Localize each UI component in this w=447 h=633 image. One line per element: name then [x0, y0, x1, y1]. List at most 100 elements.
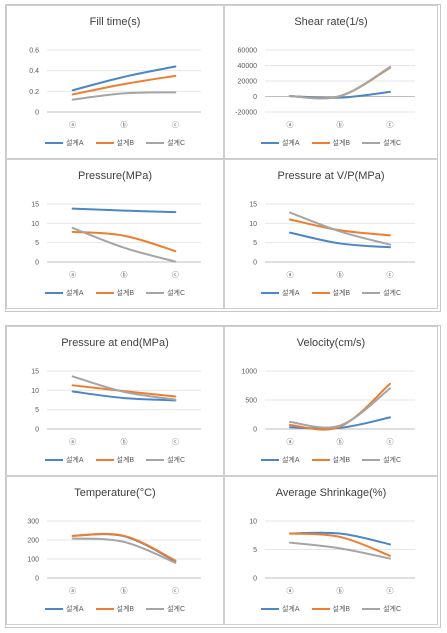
chart-title: Fill time(s): [89, 16, 141, 28]
legend-label: 설계C: [383, 140, 402, 147]
plot-area: 0 500 1000 ⓐ ⓑ ⓒ: [241, 369, 415, 446]
x-tick-label: ⓒ: [387, 271, 394, 279]
legend-label: 설계A: [281, 457, 300, 464]
x-tick-label: ⓒ: [387, 121, 394, 129]
legend-label: 설계A: [65, 290, 84, 297]
legend-label: 설계C: [383, 290, 402, 297]
y-tick-label: 5: [35, 407, 39, 414]
legend-swatch: [95, 459, 114, 462]
series-line-1: [71, 65, 177, 92]
series-line-3: [71, 537, 177, 564]
y-tick-label: 0: [253, 427, 257, 434]
y-tick-label: 40000: [238, 63, 258, 70]
legend-swatch: [44, 292, 63, 295]
y-tick-label: 1000: [241, 369, 257, 376]
legend-label: 설계C: [383, 606, 402, 613]
series-line-3: [289, 387, 391, 429]
legend-label: 설계C: [383, 457, 402, 464]
x-tick-label: ⓑ: [337, 438, 344, 446]
y-tick-label: 5: [253, 547, 257, 554]
y-tick-label: 15: [249, 202, 257, 209]
series-line-2: [289, 382, 391, 431]
y-tick-label: 10: [31, 388, 39, 395]
legend-item: 설계A: [44, 138, 84, 148]
y-tick-label: 20000: [238, 79, 258, 86]
legend-item: 설계B: [311, 604, 351, 614]
series-line-3: [289, 211, 391, 246]
y-tick-label: 10: [249, 519, 257, 526]
chart-title: Pressure at V/P(MPa): [277, 170, 385, 182]
chart-title: Velocity(cm/s): [296, 337, 366, 349]
chart-6: Velocity(cm/s) 0 500 1000 ⓐ ⓑ ⓒ 설계A 설계B 설계C: [224, 326, 438, 476]
series-line-3: [289, 66, 391, 100]
y-tick-label: -20000: [235, 110, 257, 117]
legend: 설계A 설계B 설계C: [225, 138, 437, 148]
y-tick-label: 5: [253, 240, 257, 247]
x-tick-label: ⓐ: [69, 271, 76, 279]
legend: 설계A 설계B 설계C: [7, 455, 223, 465]
legend-label: 설계B: [116, 606, 135, 613]
legend-item: 설계B: [95, 455, 134, 465]
legend-item: 설계B: [311, 138, 350, 148]
legend-swatch: [362, 292, 381, 295]
legend-label: 설계C: [167, 606, 186, 613]
y-tick-label: 0.4: [29, 68, 39, 75]
x-tick-label: ⓑ: [121, 271, 128, 279]
legend-swatch: [362, 459, 381, 462]
x-tick-label: ⓑ: [337, 587, 344, 595]
legend: 설계A 설계B 설계C: [7, 288, 223, 298]
y-tick-label: 10: [31, 221, 39, 228]
chart-title: Pressure(MPa): [78, 170, 152, 182]
x-tick-label: ⓒ: [172, 587, 179, 595]
legend-item: 설계B: [311, 288, 350, 298]
legend-item: 설계A: [260, 455, 300, 465]
legend-item: 설계A: [44, 288, 84, 298]
chart-title: Pressure at end(MPa): [61, 337, 169, 349]
legend: 설계A 설계B 설계C: [7, 138, 223, 148]
chart-2: Shear rate(1/s) -20000 0 20000 40000 60000 ⓐ ⓑ ⓒ…: [224, 5, 438, 159]
legend: 설계A 설계B 설계C: [225, 604, 437, 614]
series-line-1: [289, 231, 391, 249]
x-tick-label: ⓐ: [69, 438, 76, 446]
y-tick-label: 5: [35, 240, 39, 247]
y-tick-label: 0.6: [29, 48, 39, 55]
legend-swatch: [260, 142, 279, 145]
legend-swatch: [311, 608, 330, 611]
chart-title: Shear rate(1/s): [294, 16, 368, 28]
chart-5: Pressure at end(MPa) 0 5 10 15 ⓐ ⓑ ⓒ 설계A 설계B 설계C: [6, 326, 224, 476]
chart-3: Pressure(MPa) 0 5 10 15 ⓐ ⓑ ⓒ 설계A 설계B 설계C: [6, 159, 224, 309]
legend: 설계A 설계B 설계C: [7, 604, 223, 614]
legend-item: 설계C: [362, 455, 401, 465]
legend-label: 설계A: [65, 457, 84, 464]
x-tick-label: ⓒ: [387, 587, 394, 595]
legend-swatch: [311, 292, 330, 295]
series-line-2: [71, 74, 177, 96]
legend-swatch: [95, 292, 114, 295]
legend-swatch: [146, 459, 165, 462]
y-tick-label: 200: [27, 538, 39, 545]
legend-swatch: [311, 459, 330, 462]
x-tick-label: ⓐ: [287, 121, 294, 129]
legend-item: 설계B: [95, 604, 135, 614]
legend-label: 설계A: [65, 140, 84, 147]
legend-item: 설계A: [44, 604, 84, 614]
legend-item: 설계C: [146, 138, 185, 148]
legend-label: 설계B: [332, 606, 351, 613]
legend-item: 설계C: [362, 288, 401, 298]
y-tick-label: 0.2: [29, 89, 39, 96]
series-line-2: [289, 532, 391, 557]
legend-swatch: [260, 459, 279, 462]
chart-7: Temperature(°C) 0 100 200 300 ⓐ ⓑ ⓒ 설계A 설계B 설계C: [6, 476, 224, 625]
legend-item: 설계B: [95, 138, 134, 148]
legend-swatch: [146, 142, 165, 145]
legend-item: 설계B: [311, 455, 350, 465]
plot-area: -20000 0 20000 40000 60000 ⓐ ⓑ ⓒ: [235, 48, 415, 129]
x-tick-label: ⓒ: [172, 121, 179, 129]
y-tick-label: 60000: [238, 48, 258, 55]
y-tick-label: 300: [27, 519, 39, 526]
legend-item: 설계B: [95, 288, 134, 298]
legend-label: 설계A: [281, 140, 300, 147]
legend-label: 설계C: [167, 290, 186, 297]
x-tick-label: ⓒ: [387, 438, 394, 446]
y-tick-label: 0: [35, 260, 39, 267]
